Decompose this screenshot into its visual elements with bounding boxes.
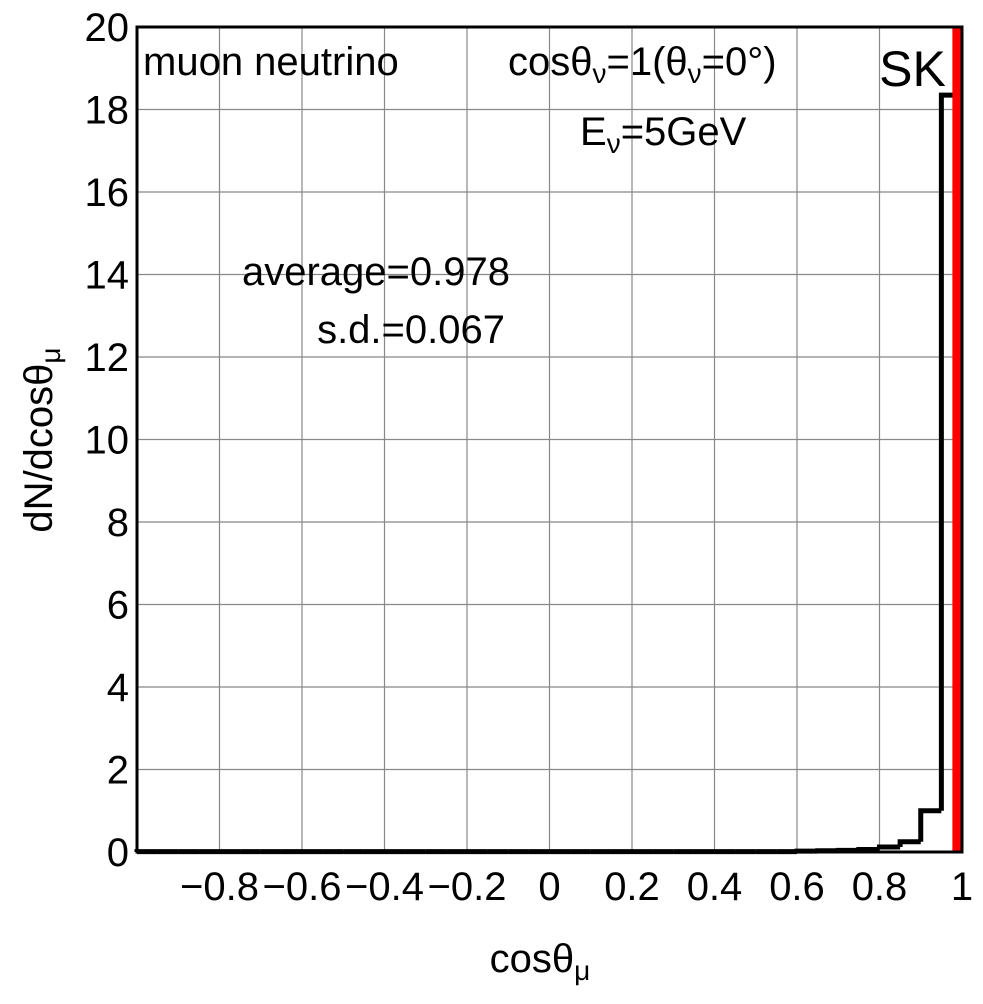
y-tick-label: 12 <box>85 336 130 380</box>
x-tick-label: −0.2 <box>428 865 507 909</box>
x-tick-label: −0.4 <box>345 865 424 909</box>
y-tick-label: 8 <box>107 501 129 545</box>
text-part: =5GeV <box>621 110 747 154</box>
y-tick-label: 0 <box>107 831 129 875</box>
subscript: μ <box>574 955 590 986</box>
x-tick-label: 0.8 <box>852 865 908 909</box>
subscript: ν <box>688 58 702 89</box>
subscript: ν <box>593 58 607 89</box>
x-axis-label: cosθμ <box>490 937 591 986</box>
x-tick-label: 0.4 <box>687 865 743 909</box>
histogram-step <box>918 808 942 842</box>
annotation: Eν=5GeV <box>580 110 747 159</box>
x-tick-label: −0.8 <box>180 865 259 909</box>
y-tick-label: 18 <box>85 89 130 133</box>
text-part: dN/dcosθ <box>17 364 61 533</box>
y-tick-label: 6 <box>107 584 129 628</box>
annotation: muon neutrino <box>143 40 399 84</box>
histogram-step <box>877 844 901 850</box>
x-tick-label: 0 <box>538 865 560 909</box>
histogram-step <box>856 847 880 853</box>
x-tick-label: 0.2 <box>604 865 660 909</box>
text-part: muon neutrino <box>143 40 399 84</box>
y-tick-label: 14 <box>85 254 130 298</box>
y-tick-label: 2 <box>107 749 129 793</box>
y-axis-label: dN/dcosθμ <box>17 347 66 532</box>
y-tick-label: 16 <box>85 171 130 215</box>
y-tick-label: 10 <box>85 419 130 463</box>
y-tick-label: 20 <box>85 6 130 50</box>
text-part: average=0.978 <box>242 250 510 294</box>
plot-frame <box>135 25 964 854</box>
histogram-step <box>897 839 921 848</box>
y-tick-label: 4 <box>107 666 129 710</box>
x-tick-label: −0.6 <box>263 865 342 909</box>
subscript: μ <box>35 347 66 363</box>
x-tick-label: 1 <box>951 865 973 909</box>
text-part: cosθ <box>490 937 575 981</box>
text-part: cosθ <box>508 40 593 84</box>
reference-label: SK <box>879 41 946 97</box>
subscript: ν <box>607 128 621 159</box>
text-part: E <box>580 110 607 154</box>
x-tick-label: 0.6 <box>769 865 825 909</box>
text-part: =0°) <box>702 40 777 84</box>
annotation: s.d.=0.067 <box>317 308 505 352</box>
annotation: cosθν=1(θν=0°) <box>508 40 777 89</box>
text-part: =1(θ <box>607 40 688 84</box>
annotation: average=0.978 <box>242 250 510 294</box>
text-part: s.d.=0.067 <box>317 308 505 352</box>
